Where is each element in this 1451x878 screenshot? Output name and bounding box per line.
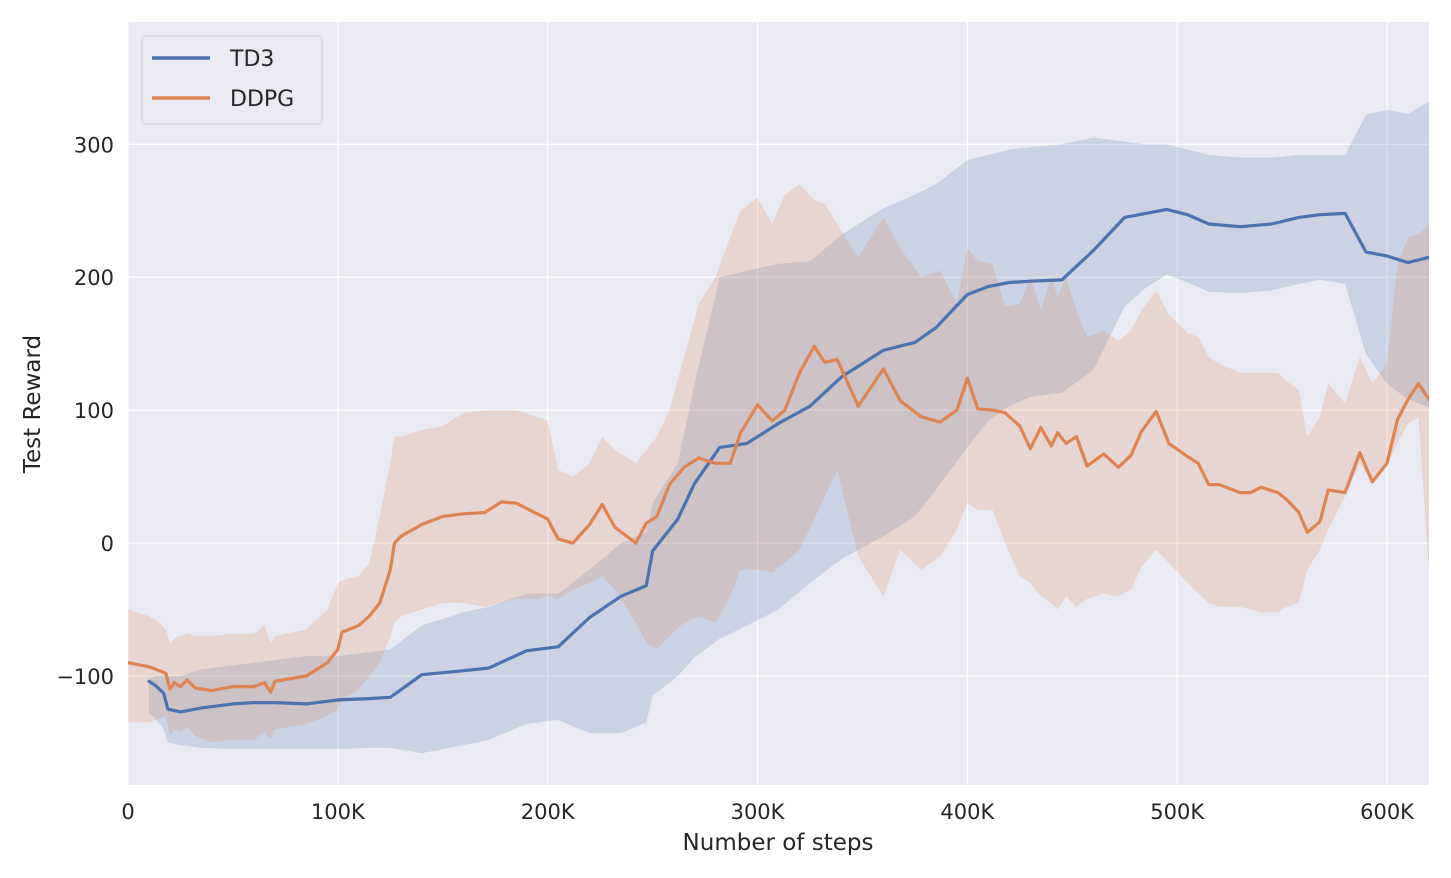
confidence-bands [128, 101, 1429, 754]
series-lines [128, 207, 1429, 714]
y-tick-label: 0 [101, 532, 114, 556]
series-line-td3 [147, 207, 1429, 714]
y-tick-labels: −100 0 100 200 300 [56, 133, 114, 689]
y-tick-label: 300 [74, 133, 114, 157]
plot-background [128, 22, 1429, 785]
grid-lines [127, 22, 1429, 785]
x-tick-label: 400K [940, 800, 995, 824]
x-axis-label: Number of steps [683, 830, 874, 856]
legend-label-ddpg: DDPG [230, 87, 294, 112]
band-td3 [149, 101, 1429, 754]
y-tick-label: 100 [74, 399, 114, 423]
x-tick-label: 0 [121, 800, 134, 824]
x-tick-label: 500K [1150, 800, 1205, 824]
series-line-ddpg [128, 344, 1429, 694]
x-tick-label: 300K [731, 800, 786, 824]
y-tick-label: 200 [74, 266, 114, 290]
y-tick-label: −100 [56, 665, 114, 689]
y-axis-label: Test Reward [20, 335, 46, 474]
x-tick-label: 600K [1360, 800, 1415, 824]
legend: TD3 DDPG [141, 35, 323, 125]
legend-label-td3: TD3 [229, 47, 274, 72]
x-tick-label: 100K [311, 800, 366, 824]
band-ddpg [128, 184, 1429, 743]
x-tick-labels: 0 100K 200K 300K 400K 500K 600K [121, 800, 1415, 824]
x-tick-label: 200K [521, 800, 576, 824]
